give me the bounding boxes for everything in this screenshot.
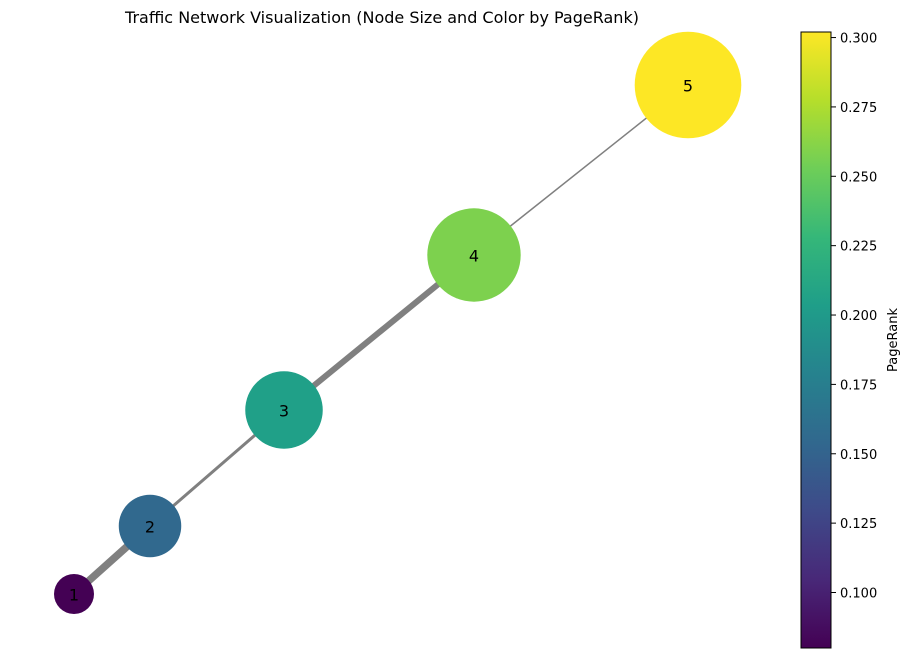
chart-title: Traffic Network Visualization (Node Size… bbox=[124, 8, 639, 27]
node-2 bbox=[118, 494, 182, 558]
colorbar-tick-label: 0.225 bbox=[840, 240, 877, 255]
colorbar-tick-label: 0.200 bbox=[840, 309, 877, 324]
node-label-2: 2 bbox=[145, 518, 155, 537]
node-label-4: 4 bbox=[469, 247, 479, 266]
colorbar-tick-label: 0.250 bbox=[840, 170, 877, 185]
node-1 bbox=[54, 574, 94, 614]
colorbar-label: PageRank bbox=[886, 308, 901, 372]
node-label-5: 5 bbox=[683, 77, 693, 96]
colorbar-gradient bbox=[800, 31, 832, 649]
colorbar-tick-label: 0.100 bbox=[840, 587, 877, 602]
node-5 bbox=[634, 31, 742, 139]
node-label-1: 1 bbox=[69, 586, 79, 605]
colorbar-tick-label: 0.125 bbox=[840, 517, 877, 532]
colorbar-tick-label: 0.150 bbox=[840, 448, 877, 463]
node-label-3: 3 bbox=[279, 402, 289, 421]
colorbar-tick-label: 0.300 bbox=[840, 32, 877, 47]
node-4 bbox=[427, 208, 521, 302]
node-3 bbox=[245, 371, 323, 449]
colorbar-tick-label: 0.275 bbox=[840, 101, 877, 116]
colorbar-tick-label: 0.175 bbox=[840, 378, 877, 393]
colorbar: 0.100 0.125 0.150 0.175 0.200 0.225 0.250 0.275… bbox=[800, 31, 901, 649]
nodes-layer: 1 2 3 4 5 bbox=[54, 31, 742, 614]
